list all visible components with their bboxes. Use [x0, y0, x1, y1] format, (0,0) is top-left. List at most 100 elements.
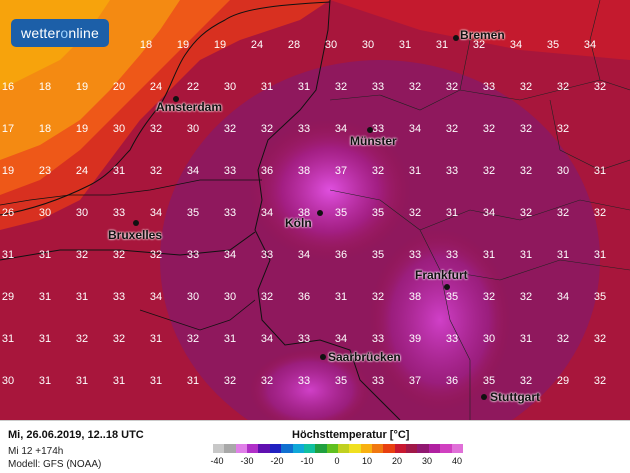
- grid-value: 30: [482, 333, 496, 345]
- grid-value: 31: [75, 291, 89, 303]
- grid-value: 32: [519, 207, 533, 219]
- legend-color-step: [337, 444, 350, 453]
- grid-value: 32: [445, 123, 459, 135]
- grid-value: 30: [556, 165, 570, 177]
- grid-value: 33: [408, 249, 422, 261]
- grid-value: 17: [1, 123, 15, 135]
- map-footer: Mi, 26.06.2019, 12..18 UTC Mi 12 +174h M…: [0, 420, 630, 473]
- grid-value: 24: [75, 165, 89, 177]
- grid-value: 32: [408, 81, 422, 93]
- legend-color-step: [315, 444, 327, 453]
- grid-value: 34: [334, 333, 348, 345]
- grid-value: 31: [186, 375, 200, 387]
- legend-color-step: [440, 444, 452, 453]
- legend-title: Höchsttemperatur [°C]: [292, 429, 410, 441]
- grid-value: 23: [38, 165, 52, 177]
- grid-value: 32: [519, 165, 533, 177]
- grid-value: 35: [546, 39, 560, 51]
- legend-color-step: [360, 444, 373, 453]
- legend-tick: 40: [451, 456, 462, 466]
- grid-value: 28: [287, 39, 301, 51]
- grid-value: 26: [1, 207, 15, 219]
- legend-color-step: [428, 444, 441, 453]
- logo-text-part: wetter: [21, 25, 61, 41]
- grid-value: 32: [223, 375, 237, 387]
- grid-value: 33: [112, 207, 126, 219]
- grid-value: 31: [38, 249, 52, 261]
- grid-value: 32: [519, 375, 533, 387]
- grid-value: 30: [38, 207, 52, 219]
- grid-value: 38: [297, 165, 311, 177]
- grid-value: 32: [593, 81, 607, 93]
- legend-color-step: [417, 444, 429, 453]
- grid-value: 31: [112, 375, 126, 387]
- legend-color-step: [292, 444, 304, 453]
- grid-value: 33: [223, 165, 237, 177]
- grid-value: 32: [149, 123, 163, 135]
- grid-value: 24: [250, 39, 264, 51]
- grid-value: 32: [408, 207, 422, 219]
- grid-value: 31: [1, 333, 15, 345]
- grid-value: 31: [482, 249, 496, 261]
- grid-value: 33: [445, 249, 459, 261]
- grid-value: 19: [1, 165, 15, 177]
- grid-value: 34: [223, 249, 237, 261]
- grid-value: 32: [472, 39, 486, 51]
- grid-value: 34: [509, 39, 523, 51]
- legend-color-bar: [213, 444, 463, 453]
- city-label-frankfurt: Frankfurt: [415, 268, 468, 282]
- grid-value: 31: [149, 333, 163, 345]
- city-label-amsterdam: Amsterdam: [156, 100, 223, 114]
- legend-color-step: [326, 444, 338, 453]
- grid-value: 18: [38, 81, 52, 93]
- grid-value: 30: [223, 81, 237, 93]
- grid-value: 35: [371, 249, 385, 261]
- grid-value: 35: [445, 291, 459, 303]
- legend-color-step: [213, 444, 225, 453]
- grid-value: 32: [482, 165, 496, 177]
- grid-value: 33: [112, 291, 126, 303]
- grid-value: 34: [583, 39, 597, 51]
- legend-color-step: [451, 444, 463, 453]
- grid-value: 35: [186, 207, 200, 219]
- grid-value: 32: [556, 333, 570, 345]
- legend-tick: 10: [361, 456, 372, 466]
- grid-value: 34: [556, 291, 570, 303]
- grid-value: 33: [297, 375, 311, 387]
- grid-value: 32: [445, 81, 459, 93]
- grid-value: 30: [186, 123, 200, 135]
- grid-value: 32: [371, 291, 385, 303]
- grid-value: 32: [223, 123, 237, 135]
- grid-value: 30: [324, 39, 338, 51]
- legend-color-step: [349, 444, 361, 453]
- grid-value: 31: [334, 291, 348, 303]
- grid-value: 32: [593, 375, 607, 387]
- grid-value: 30: [1, 375, 15, 387]
- grid-value: 19: [213, 39, 227, 51]
- grid-value: 31: [593, 165, 607, 177]
- city-marker-muenster: [367, 127, 373, 133]
- grid-value: 31: [519, 333, 533, 345]
- grid-value: 33: [371, 81, 385, 93]
- grid-value: 31: [435, 39, 449, 51]
- city-marker-frankfurt: [444, 284, 450, 290]
- grid-value: 31: [556, 249, 570, 261]
- legend-tick: -10: [300, 456, 314, 466]
- grid-value: 19: [176, 39, 190, 51]
- wetteronline-logo[interactable]: wetteronline: [11, 19, 109, 47]
- grid-value: 30: [223, 291, 237, 303]
- legend-color-step: [224, 444, 236, 453]
- grid-value: 34: [297, 249, 311, 261]
- grid-value: 31: [38, 375, 52, 387]
- grid-value: 32: [519, 81, 533, 93]
- legend-tick: -30: [240, 456, 254, 466]
- logo-text-part: nline: [68, 25, 99, 41]
- grid-value: 34: [149, 291, 163, 303]
- grid-value: 33: [297, 123, 311, 135]
- logo-text-o: o: [60, 25, 69, 41]
- grid-value: 36: [260, 165, 274, 177]
- legend-tick: 30: [421, 456, 432, 466]
- grid-value: 37: [408, 375, 422, 387]
- grid-value: 32: [556, 123, 570, 135]
- grid-value: 32: [334, 81, 348, 93]
